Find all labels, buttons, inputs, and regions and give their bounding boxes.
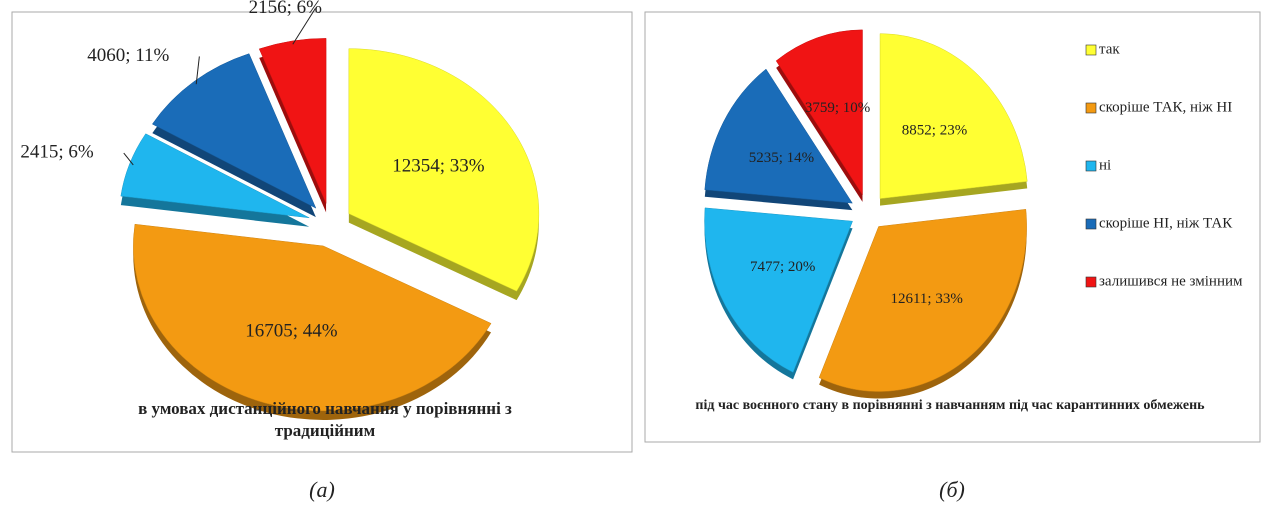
slice [818,209,1027,392]
data-label: 2415; 6% [20,141,94,162]
slice [152,53,317,209]
slice [775,29,863,196]
legend-swatch [1085,218,1097,230]
legend-label: так [1099,41,1120,57]
leader-line [123,152,134,166]
slice [704,68,853,204]
legend-label: скоріше НІ, ніж ТАК [1099,215,1233,231]
data-label: 4060; 11% [87,45,169,66]
data-label: 3759; 10% [805,100,870,116]
data-label: 12354; 33% [392,155,485,176]
legend-swatch [1085,44,1097,56]
caption: (б) [939,477,965,502]
legend-label: ні [1099,157,1111,173]
data-label: 5235; 14% [749,150,814,166]
caption: (а) [309,477,335,502]
legend-swatch [1085,160,1097,172]
data-label: 7477; 20% [750,259,815,275]
slice [348,48,540,292]
leader-line [292,8,316,45]
legend-label: залишився не змінним [1099,273,1243,289]
leader-line [195,56,200,85]
legend-swatch [1085,102,1097,114]
slice [133,223,492,412]
slice [258,38,327,204]
chart-title: під час воєнного стану в порівнянні з на… [695,398,1205,413]
slice [120,133,310,219]
chart-title: в умовах дистанційного навчання у порівн… [138,399,512,440]
data-label: 12611; 33% [890,291,962,307]
slice [704,207,853,373]
data-label: 8852; 23% [902,123,967,139]
legend-label: скоріше ТАК, ніж НІ [1099,99,1232,115]
data-label: 16705; 44% [245,321,338,342]
legend-swatch [1085,276,1097,288]
data-label: 2156; 6% [249,0,323,18]
slice [879,33,1028,199]
